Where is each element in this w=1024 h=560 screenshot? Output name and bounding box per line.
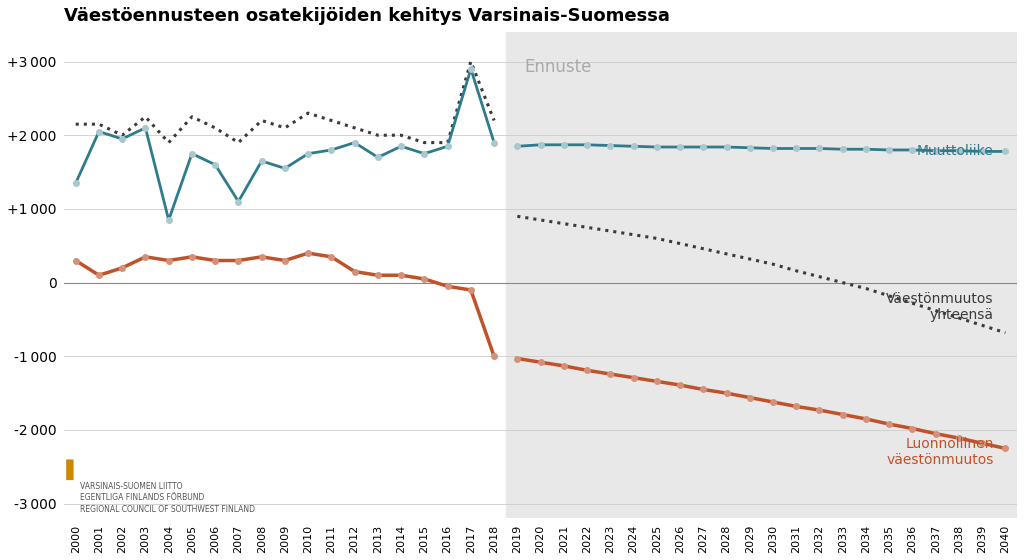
Text: Väestönmuutos
yhteensä: Väestönmuutos yhteensä [887, 292, 994, 322]
Text: Ennuste: Ennuste [524, 58, 592, 76]
Bar [506, 32, 1024, 519]
FancyBboxPatch shape [67, 459, 74, 480]
Text: Luonnollinen
väestönmuutos: Luonnollinen väestönmuutos [887, 437, 994, 467]
Text: Väestöennusteen osatekijöiden kehitys Varsinais-Suomessa: Väestöennusteen osatekijöiden kehitys Va… [65, 7, 670, 25]
Text: VARSINAIS-SUOMEN LIITTO
EGENTLIGA FINLANDS FÖRBUND
REGIONAL COUNCIL OF SOUTHWEST: VARSINAIS-SUOMEN LIITTO EGENTLIGA FINLAN… [80, 482, 255, 514]
Text: Muuttoliike: Muuttoliike [918, 144, 994, 158]
